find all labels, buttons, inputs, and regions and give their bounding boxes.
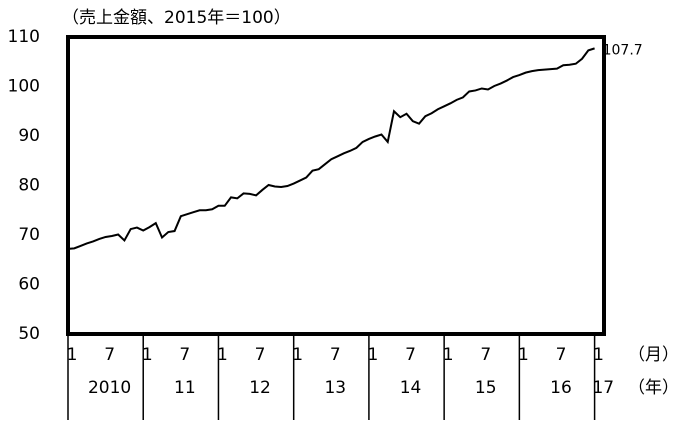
x-tick-label: 7 — [255, 345, 266, 365]
line — [67, 47, 595, 250]
year-unit: （年） — [628, 378, 679, 398]
x-tick-label: 1 — [67, 345, 78, 365]
x-tick-label: 1 — [593, 345, 604, 365]
chart-title: （売上金額、2015年＝100） — [62, 8, 291, 28]
x-tick-label: 7 — [330, 345, 341, 365]
year-label: 11 — [174, 378, 196, 398]
year-label: 13 — [324, 378, 346, 398]
x-tick-label: 1 — [292, 345, 303, 365]
y-tick-label: 50 — [18, 324, 40, 344]
year-label: 14 — [400, 378, 422, 398]
x-tick-label: 1 — [518, 345, 529, 365]
plot-frame — [66, 35, 606, 336]
x-tick-label: 1 — [217, 345, 228, 365]
y-tick-label: 80 — [18, 176, 40, 196]
year-label: 12 — [249, 378, 271, 398]
month-unit: （月） — [628, 345, 679, 365]
y-tick-label: 110 — [8, 27, 40, 47]
x-tick-label: 7 — [556, 345, 567, 365]
y-tick-label: 100 — [8, 77, 40, 97]
x-tick-label: 7 — [480, 345, 491, 365]
x-tick-label: 7 — [104, 345, 115, 365]
y-tick-label: 70 — [18, 225, 40, 245]
x-tick-label: 1 — [367, 345, 378, 365]
x-tick-label: 1 — [443, 345, 454, 365]
year-label: 17 — [592, 378, 614, 398]
end-label: 107.7 — [603, 42, 643, 58]
x-tick-label: 7 — [179, 345, 190, 365]
y-tick-label: 90 — [18, 126, 40, 146]
year-label: 2010 — [88, 378, 131, 398]
year-label: 15 — [475, 378, 497, 398]
x-tick-label: 1 — [142, 345, 153, 365]
year-label: 16 — [550, 378, 572, 398]
x-tick-label: 7 — [405, 345, 416, 365]
y-tick-label: 60 — [18, 275, 40, 295]
